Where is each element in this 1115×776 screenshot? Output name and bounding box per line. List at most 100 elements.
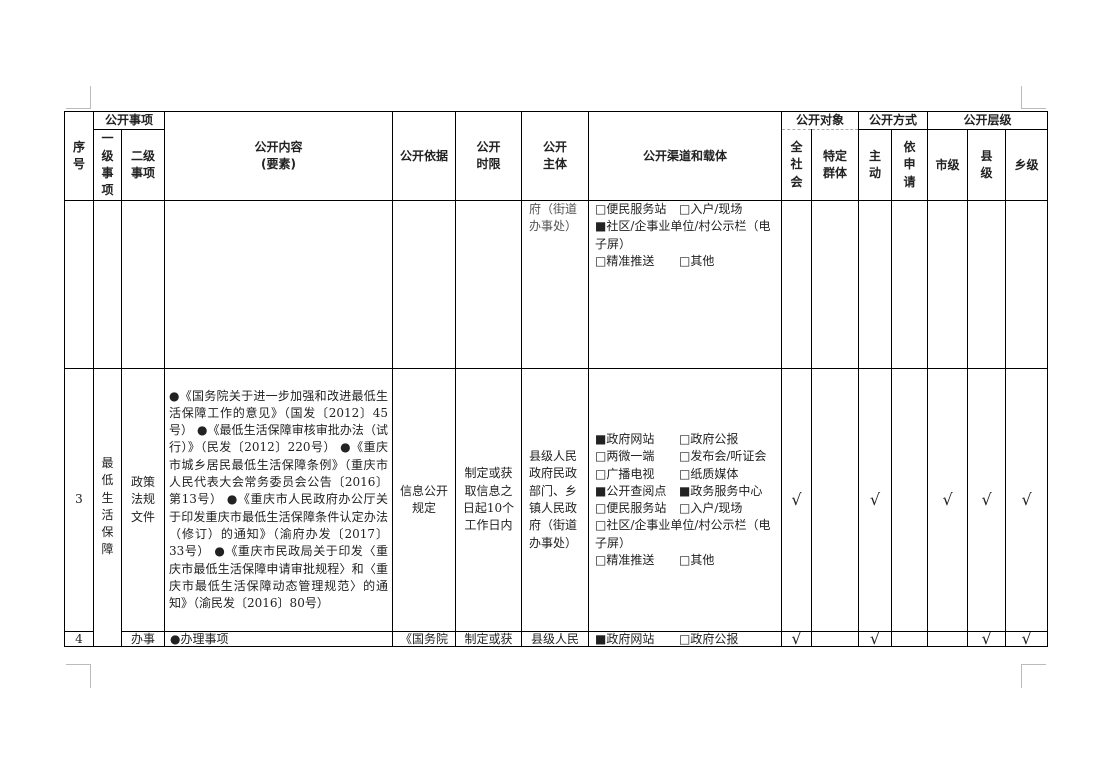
check-method-request	[891, 631, 929, 647]
header-subject: 公开主体	[521, 111, 590, 201]
channel-label: 政府公报	[690, 432, 739, 446]
crop-mark	[1021, 108, 1046, 109]
channel-option: □广播电视	[595, 466, 679, 483]
channel-label: 便民服务站	[606, 202, 667, 216]
header-method-group: 公开方式	[858, 111, 929, 130]
disclosure-table: 序号 公开事项 公开内容 (要素) 公开依据 公开时限 公开主体 公开渠道和载体 …	[64, 111, 1049, 647]
unchecked-box-icon: □	[595, 253, 607, 268]
channel-option: □社区/企事业单位/村公示栏（电子屏）	[595, 517, 779, 552]
unchecked-box-icon: □	[595, 202, 607, 216]
check-level-city	[927, 200, 969, 369]
check-method-request	[891, 368, 929, 632]
crop-mark	[1021, 664, 1022, 688]
checked-box-icon: ■	[595, 632, 607, 646]
channel-label: 两微一端	[606, 449, 655, 464]
channel-option: □便民服务站	[595, 202, 679, 219]
header-seq: 序号	[64, 111, 94, 201]
basis-cell: 《国务院	[392, 631, 457, 647]
checked-box-icon: ■	[595, 483, 607, 498]
header-matter-group: 公开事项	[92, 111, 166, 130]
header-target-specific: 特定群体	[811, 129, 860, 201]
level2-cell: 办事	[120, 631, 166, 647]
channel-label: 社区/企事业单位/村公示栏（电子屏）	[595, 219, 771, 251]
check-target-specific	[811, 368, 860, 632]
check-level-city: √	[927, 368, 969, 632]
unchecked-box-icon: □	[679, 202, 691, 216]
channel-label: 入户/现场	[690, 202, 743, 216]
check-level-city	[927, 631, 969, 647]
channel-label: 广播电视	[606, 466, 655, 481]
check-target-specific	[811, 200, 860, 369]
header-target-group: 公开对象	[781, 111, 860, 130]
channel-option: □便民服务站	[595, 500, 679, 517]
time-limit-cell: 制定或获	[455, 631, 523, 647]
basis-cell	[392, 200, 457, 369]
time-limit-cell: 制定或获取信息之日起10个工作日内	[455, 368, 523, 632]
check-method-active: √	[858, 368, 893, 632]
channel-label: 其他	[690, 253, 715, 268]
header-method-active: 主动	[858, 129, 893, 201]
header-basis: 公开依据	[392, 111, 457, 201]
table-row: 4 办事 ●办理事项 《国务院 制定或获 县级人民 ■政府网站 □政府公报 √ √…	[64, 631, 1049, 647]
channel-option: □其他	[679, 552, 779, 569]
channel-label: 便民服务站	[606, 501, 667, 516]
channel-label: 公开查阅点	[606, 483, 667, 498]
level1-cell	[93, 200, 122, 369]
channels-cell: □便民服务站 □入户/现场 ■社区/企事业单位/村公示栏（电子屏） □精准推送 □其他	[588, 200, 783, 369]
unchecked-box-icon: □	[595, 518, 607, 533]
channel-label: 发布会/听证会	[690, 449, 767, 464]
channel-option: □精准推送	[595, 552, 679, 569]
header-method-request: 依申请	[891, 129, 929, 201]
channel-option: □政府公报	[679, 431, 779, 448]
header-content: 公开内容 (要素)	[164, 111, 394, 201]
check-level-town: √	[1005, 368, 1049, 632]
check-method-active: √	[858, 631, 893, 647]
checked-box-icon: ■	[595, 432, 607, 446]
check-level-town	[1005, 200, 1049, 369]
channel-option: ■社区/企事业单位/村公示栏（电子屏）	[595, 218, 779, 253]
unchecked-box-icon: □	[679, 553, 691, 568]
check-level-town: √	[1005, 631, 1049, 647]
checked-box-icon: ■	[595, 219, 607, 234]
channel-option: ■政府网站	[595, 632, 679, 646]
unchecked-box-icon: □	[679, 432, 691, 446]
level2-cell	[120, 200, 166, 369]
unchecked-box-icon: □	[595, 501, 607, 516]
crop-mark	[66, 664, 91, 665]
check-method-request	[891, 200, 929, 369]
level1-cell: 最低生活保障	[93, 368, 122, 647]
channel-option: □两微一端	[595, 448, 679, 465]
unchecked-box-icon: □	[595, 466, 607, 481]
channel-label: 政府网站	[606, 432, 655, 446]
crop-mark	[1021, 86, 1022, 108]
channel-label: 入户/现场	[690, 501, 743, 516]
header-level-county: 县级	[967, 129, 1007, 201]
crop-mark	[90, 664, 91, 688]
unchecked-box-icon: □	[679, 501, 691, 516]
basis-cell: 信息公开规定	[392, 368, 457, 632]
header-target-all: 全社会	[781, 129, 813, 201]
table-row: 府（街道办事处） □便民服务站 □入户/现场 ■社区/企事业单位/村公示栏（电子屏）…	[64, 200, 1049, 369]
unchecked-box-icon: □	[679, 632, 691, 646]
check-method-active	[858, 200, 893, 369]
level2-cell: 政策法规文件	[120, 368, 166, 632]
check-level-county: √	[967, 368, 1007, 632]
channel-label: 政务服务中心	[690, 483, 763, 498]
channel-option: □入户/现场	[679, 500, 779, 517]
check-target-all	[781, 200, 813, 369]
header-channels: 公开渠道和载体	[588, 111, 783, 201]
unchecked-box-icon: □	[595, 553, 607, 568]
header-level1: 一级事项	[93, 129, 122, 201]
channel-label: 精准推送	[606, 253, 655, 268]
check-level-county: √	[967, 631, 1007, 647]
seq-cell	[64, 200, 94, 369]
channel-option: □其他	[679, 253, 779, 270]
channel-label: 其他	[690, 553, 715, 568]
subject-cell: 县级人民	[521, 631, 590, 647]
channel-option: ■政务服务中心	[679, 483, 779, 500]
table-row: 3 最低生活保障 政策法规文件 ●《国务院关于进一步加强和改进最低生活保障工作的…	[64, 368, 1049, 647]
channel-option: ■公开查阅点	[595, 483, 679, 500]
channel-label: 纸质媒体	[690, 466, 739, 481]
crop-mark	[90, 86, 91, 108]
content-cell	[164, 200, 394, 369]
